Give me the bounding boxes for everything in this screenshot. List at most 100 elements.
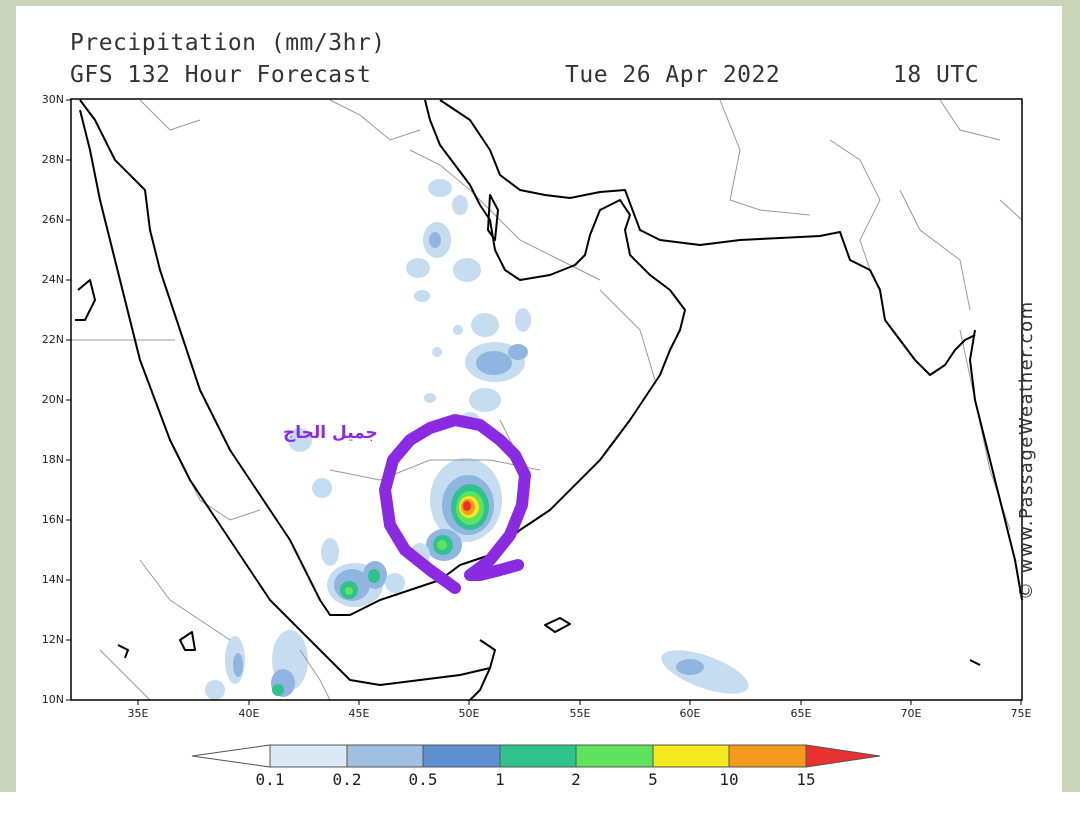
precip-cell xyxy=(508,344,528,360)
coastline xyxy=(544,617,571,633)
precip-cell xyxy=(453,258,481,282)
coastline xyxy=(969,329,1023,601)
lat-label: 20N xyxy=(41,393,64,406)
colorbar-label: 15 xyxy=(796,770,816,789)
lat-ticks xyxy=(66,99,71,701)
precip-cell xyxy=(312,478,332,498)
colorbar xyxy=(191,744,881,768)
precip-cell xyxy=(432,347,442,357)
colorbar-segment xyxy=(422,744,501,768)
lat-label: 12N xyxy=(41,633,64,646)
borders-layer xyxy=(71,99,1023,701)
precip-cell xyxy=(469,388,501,412)
precip-cell xyxy=(385,573,405,593)
lat-label: 10N xyxy=(41,693,64,706)
lat-label: 16N xyxy=(41,513,64,526)
lon-label: 55E xyxy=(569,707,591,720)
precip-cell xyxy=(428,179,452,197)
lon-label: 45E xyxy=(348,707,370,720)
border-line xyxy=(469,189,601,281)
border-line xyxy=(329,459,541,481)
precipitation-layer xyxy=(205,179,749,700)
coastline-layer xyxy=(75,99,1023,701)
lat-label: 28N xyxy=(41,153,64,166)
coastline xyxy=(79,99,686,616)
forecast-time: 18 UTC xyxy=(893,62,980,88)
colorbar-label: 0.5 xyxy=(408,770,438,789)
coastline xyxy=(117,644,129,659)
title-variable: Precipitation (mm/3hr) xyxy=(70,30,386,56)
precip-cell xyxy=(406,258,430,278)
colorbar-segment xyxy=(499,744,577,768)
colorbar-label: 2 xyxy=(571,770,581,789)
forecast-date: Tue 26 Apr 2022 xyxy=(565,62,781,88)
precip-cell xyxy=(424,393,436,403)
lat-label: 30N xyxy=(41,93,64,106)
border-line xyxy=(299,649,331,701)
lon-label: 75E xyxy=(1010,707,1032,720)
precip-cell xyxy=(233,653,243,677)
border-line xyxy=(899,189,971,311)
precip-cell xyxy=(272,684,284,696)
precip-cell xyxy=(515,308,531,332)
lat-label: 24N xyxy=(41,273,64,286)
colorbar-label: 0.1 xyxy=(255,770,285,789)
precip-cell xyxy=(429,232,441,248)
coastline xyxy=(969,659,981,666)
coastline xyxy=(179,631,196,651)
colorbar-segment xyxy=(728,744,807,768)
coastline xyxy=(439,99,976,376)
precip-cell xyxy=(205,680,225,700)
border-line xyxy=(329,99,421,141)
precip-cell xyxy=(452,195,468,215)
map-area xyxy=(71,99,1022,700)
border-line xyxy=(139,99,201,131)
copyright-text: © www.PassageWeather.com xyxy=(1016,300,1037,600)
precip-cell xyxy=(288,428,312,452)
colorbar-segment xyxy=(805,744,881,768)
colorbar-segment xyxy=(575,744,654,768)
lat-label: 22N xyxy=(41,333,64,346)
precip-cell xyxy=(453,325,463,335)
lon-label: 60E xyxy=(679,707,701,720)
precip-cell xyxy=(676,659,704,675)
precip-cell xyxy=(463,501,471,511)
precip-cell xyxy=(321,538,339,566)
colorbar-segment xyxy=(269,744,348,768)
precip-cell xyxy=(368,569,380,583)
precip-cell xyxy=(437,540,447,550)
colorbar-segment xyxy=(191,744,271,768)
colorbar-label: 1 xyxy=(495,770,505,789)
border-line xyxy=(409,149,471,191)
border-line xyxy=(139,559,231,641)
coastline xyxy=(75,279,96,321)
lon-label: 70E xyxy=(900,707,922,720)
lon-label: 35E xyxy=(127,707,149,720)
border-line xyxy=(939,99,1001,141)
lat-label: 26N xyxy=(41,213,64,226)
lon-ticks xyxy=(137,700,1022,705)
colorbar-label: 0.2 xyxy=(332,770,362,789)
colorbar-segment xyxy=(652,744,730,768)
precip-cell xyxy=(345,587,353,595)
border-line xyxy=(829,139,881,271)
coastline xyxy=(487,194,499,241)
border-line xyxy=(599,289,656,381)
lat-label: 14N xyxy=(41,573,64,586)
annotation-text: جميل الحاج xyxy=(283,423,378,443)
title-forecast: GFS 132 Hour Forecast xyxy=(70,62,372,88)
precip-cell xyxy=(476,351,512,375)
colorbar-label: 5 xyxy=(648,770,658,789)
border-line xyxy=(999,199,1023,221)
colorbar-label: 10 xyxy=(719,770,739,789)
bottom-strip xyxy=(0,792,1080,819)
lon-label: 65E xyxy=(790,707,812,720)
precip-cell xyxy=(471,313,499,337)
lon-label: 50E xyxy=(458,707,480,720)
coastline xyxy=(79,109,496,686)
precip-cell xyxy=(414,290,430,302)
lat-label: 18N xyxy=(41,453,64,466)
border-line xyxy=(99,649,151,701)
border-line xyxy=(719,99,811,216)
